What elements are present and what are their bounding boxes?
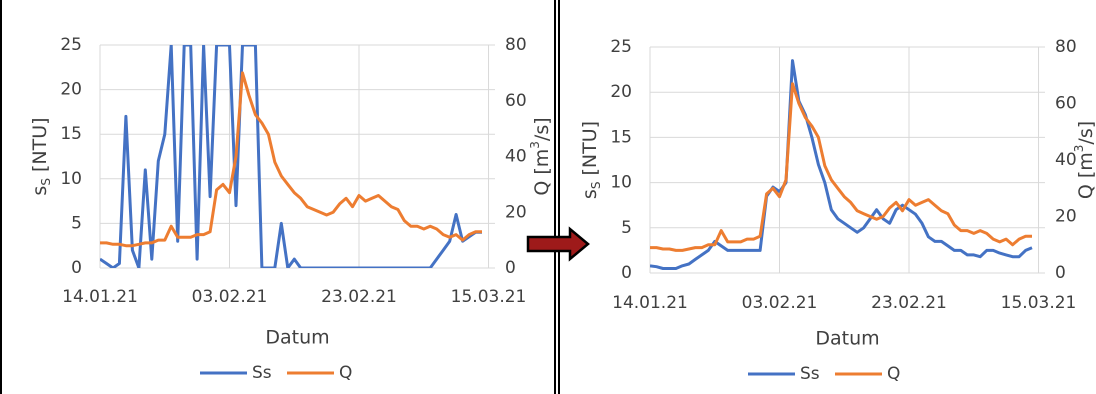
y-axis-title: sS [NTU] bbox=[29, 117, 53, 195]
x-tick-label: 23.02.21 bbox=[871, 293, 947, 313]
x-tick-label: 14.01.21 bbox=[612, 293, 688, 313]
y2-tick-label: 60 bbox=[1055, 94, 1077, 114]
y-axis-title-part: [NTU] bbox=[29, 117, 51, 178]
y2-tick-label: 20 bbox=[1055, 207, 1077, 227]
y-axis-title-part: S bbox=[39, 178, 53, 186]
x-tick-label: 03.02.21 bbox=[192, 287, 268, 307]
y-axis-title-part: [NTU] bbox=[579, 121, 601, 182]
y-tick-label: 5 bbox=[71, 213, 82, 233]
y2-axis-title: Q [m3/s] bbox=[1072, 121, 1096, 199]
series-line bbox=[650, 59, 1033, 270]
chart: 0 5 10 15 20 25 14.01.21 03.02.21 23.02.21 15.03.… bbox=[29, 35, 553, 383]
y-axis-title-part: s bbox=[579, 189, 601, 199]
chart: 0 5 10 15 20 25 14.01.21 03.02.21 23.02.21 15.03.… bbox=[579, 37, 1096, 384]
y-tick-label: 10 bbox=[610, 173, 632, 193]
x-tick-label: 03.02.21 bbox=[742, 293, 818, 313]
x-tick-label: 15.03.21 bbox=[451, 287, 527, 307]
legend-label: Ss bbox=[800, 364, 820, 384]
y-axis-title: sS [NTU] bbox=[579, 121, 603, 199]
y-tick-label: 10 bbox=[60, 169, 82, 189]
y2-tick-label: 40 bbox=[505, 147, 527, 167]
arrow bbox=[526, 226, 590, 262]
y2-tick-label: 40 bbox=[1055, 150, 1077, 170]
y-tick-label: 15 bbox=[60, 124, 82, 144]
y2-axis-title-part: 3 bbox=[528, 141, 542, 149]
y-tick-label: 0 bbox=[621, 263, 632, 283]
y-tick-label: 25 bbox=[610, 37, 632, 57]
legend-label: Q bbox=[887, 364, 900, 384]
y2-tick-label: 80 bbox=[505, 35, 527, 55]
y2-tick-label: 80 bbox=[1055, 37, 1077, 57]
y-axis-title-part: S bbox=[589, 182, 603, 190]
y2-tick-label: 60 bbox=[505, 91, 527, 111]
y2-tick-label: 0 bbox=[1055, 263, 1066, 283]
y2-tick-label: 20 bbox=[505, 202, 527, 222]
x-tick-label: 14.01.21 bbox=[62, 287, 138, 307]
y-tick-label: 5 bbox=[621, 218, 632, 238]
y2-axis-title-part: /s] bbox=[1075, 121, 1096, 145]
y2-axis-title-part: Q [m bbox=[531, 149, 553, 196]
x-axis-title: Datum bbox=[815, 328, 879, 350]
y2-axis-title-part: 3 bbox=[1072, 145, 1086, 153]
y2-tick-label: 0 bbox=[505, 258, 516, 278]
legend-label: Q bbox=[339, 363, 352, 383]
y-tick-label: 20 bbox=[60, 80, 82, 100]
y-tick-label: 15 bbox=[610, 127, 632, 147]
series-line bbox=[100, 71, 482, 248]
series-line bbox=[100, 45, 482, 268]
series-line bbox=[650, 82, 1032, 252]
x-tick-label: 23.02.21 bbox=[321, 287, 397, 307]
y-tick-label: 25 bbox=[60, 35, 82, 55]
y2-axis-title-part: Q [m bbox=[1075, 152, 1096, 199]
y-axis-title-part: s bbox=[29, 186, 51, 196]
legend-label: Ss bbox=[252, 363, 272, 383]
y2-axis-title: Q [m3/s] bbox=[528, 117, 553, 195]
y2-axis-title-part: /s] bbox=[531, 117, 553, 141]
x-tick-label: 15.03.21 bbox=[1001, 293, 1077, 313]
y-tick-label: 20 bbox=[610, 82, 632, 102]
x-axis-title: Datum bbox=[265, 327, 329, 349]
y-tick-label: 0 bbox=[71, 258, 82, 278]
